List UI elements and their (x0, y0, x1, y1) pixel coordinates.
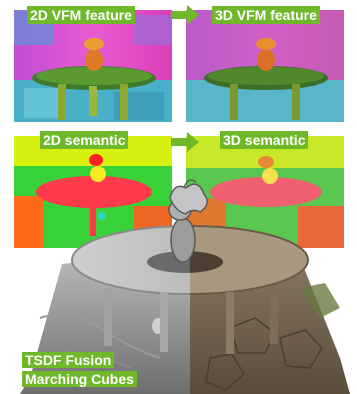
vfm-2d-label: 2D VFM feature (27, 6, 135, 24)
semantic-3d-label: 3D semantic (220, 131, 309, 149)
vfm-2d-feature-image (14, 10, 172, 122)
arrow-right-icon (171, 5, 199, 25)
vfm-3d-label: 3D VFM feature (212, 6, 320, 24)
semantic-2d-label: 2D semantic (40, 131, 129, 149)
fusion-label-line2: Marching Cubes (22, 371, 137, 387)
fusion-label-line1: TSDF Fusion (22, 352, 115, 368)
arrow-right-icon (171, 132, 199, 152)
vfm-3d-feature-image (186, 10, 344, 122)
